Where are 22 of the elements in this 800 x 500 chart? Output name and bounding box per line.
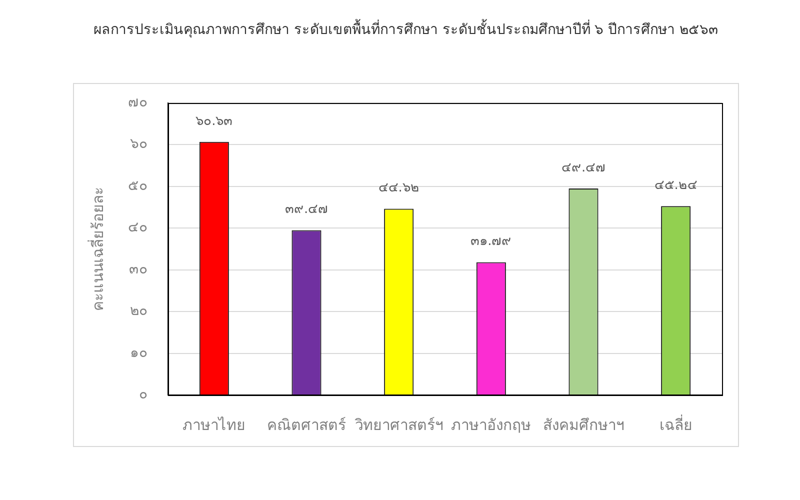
- y-tick-label: ๒๐: [130, 303, 148, 320]
- y-tick-label: ๗๐: [128, 94, 148, 110]
- y-tick-label: ๔๐: [128, 220, 148, 236]
- data-label: ๔๕.๒๔: [654, 178, 698, 194]
- y-tick-label: ๑๐: [130, 344, 148, 361]
- data-label: ๖๐.๖๓: [196, 114, 233, 129]
- x-tick-label: ภาษาไทย: [182, 416, 246, 434]
- chart-title: ผลการประเมินคุณภาพการศึกษา ระดับเขตพื้นที่การศึกษา ระดับชั้นประถมศึกษาปีที่ ๖ ปีการศึกษา ๒๕๖๓: [93, 19, 719, 38]
- y-axis-title: คะแนนเฉลี่ยร้อยละ: [86, 186, 107, 311]
- y-tick-label: ๐: [139, 386, 148, 403]
- data-label: ๓๙.๔๗: [284, 202, 328, 218]
- data-label: ๓๑.๗๙: [470, 234, 512, 250]
- x-tick-label: สังคมศึกษาฯ: [543, 416, 624, 434]
- y-tick-label: ๕๐: [128, 178, 148, 194]
- x-tick-label: เฉลี่ย: [659, 414, 692, 434]
- x-tick-label: ภาษาอังกฤษ: [451, 416, 532, 434]
- y-tick-label: ๓๐: [129, 261, 148, 278]
- data-label: ๔๙.๔๗: [561, 160, 606, 176]
- x-tick-label: วิทยาศาสตร์ฯ: [354, 416, 443, 434]
- data-label: ๔๔.๖๒: [378, 180, 420, 196]
- y-tick-label: ๖๐: [130, 136, 148, 152]
- x-tick-label: คณิตศาสตร์: [267, 416, 346, 434]
